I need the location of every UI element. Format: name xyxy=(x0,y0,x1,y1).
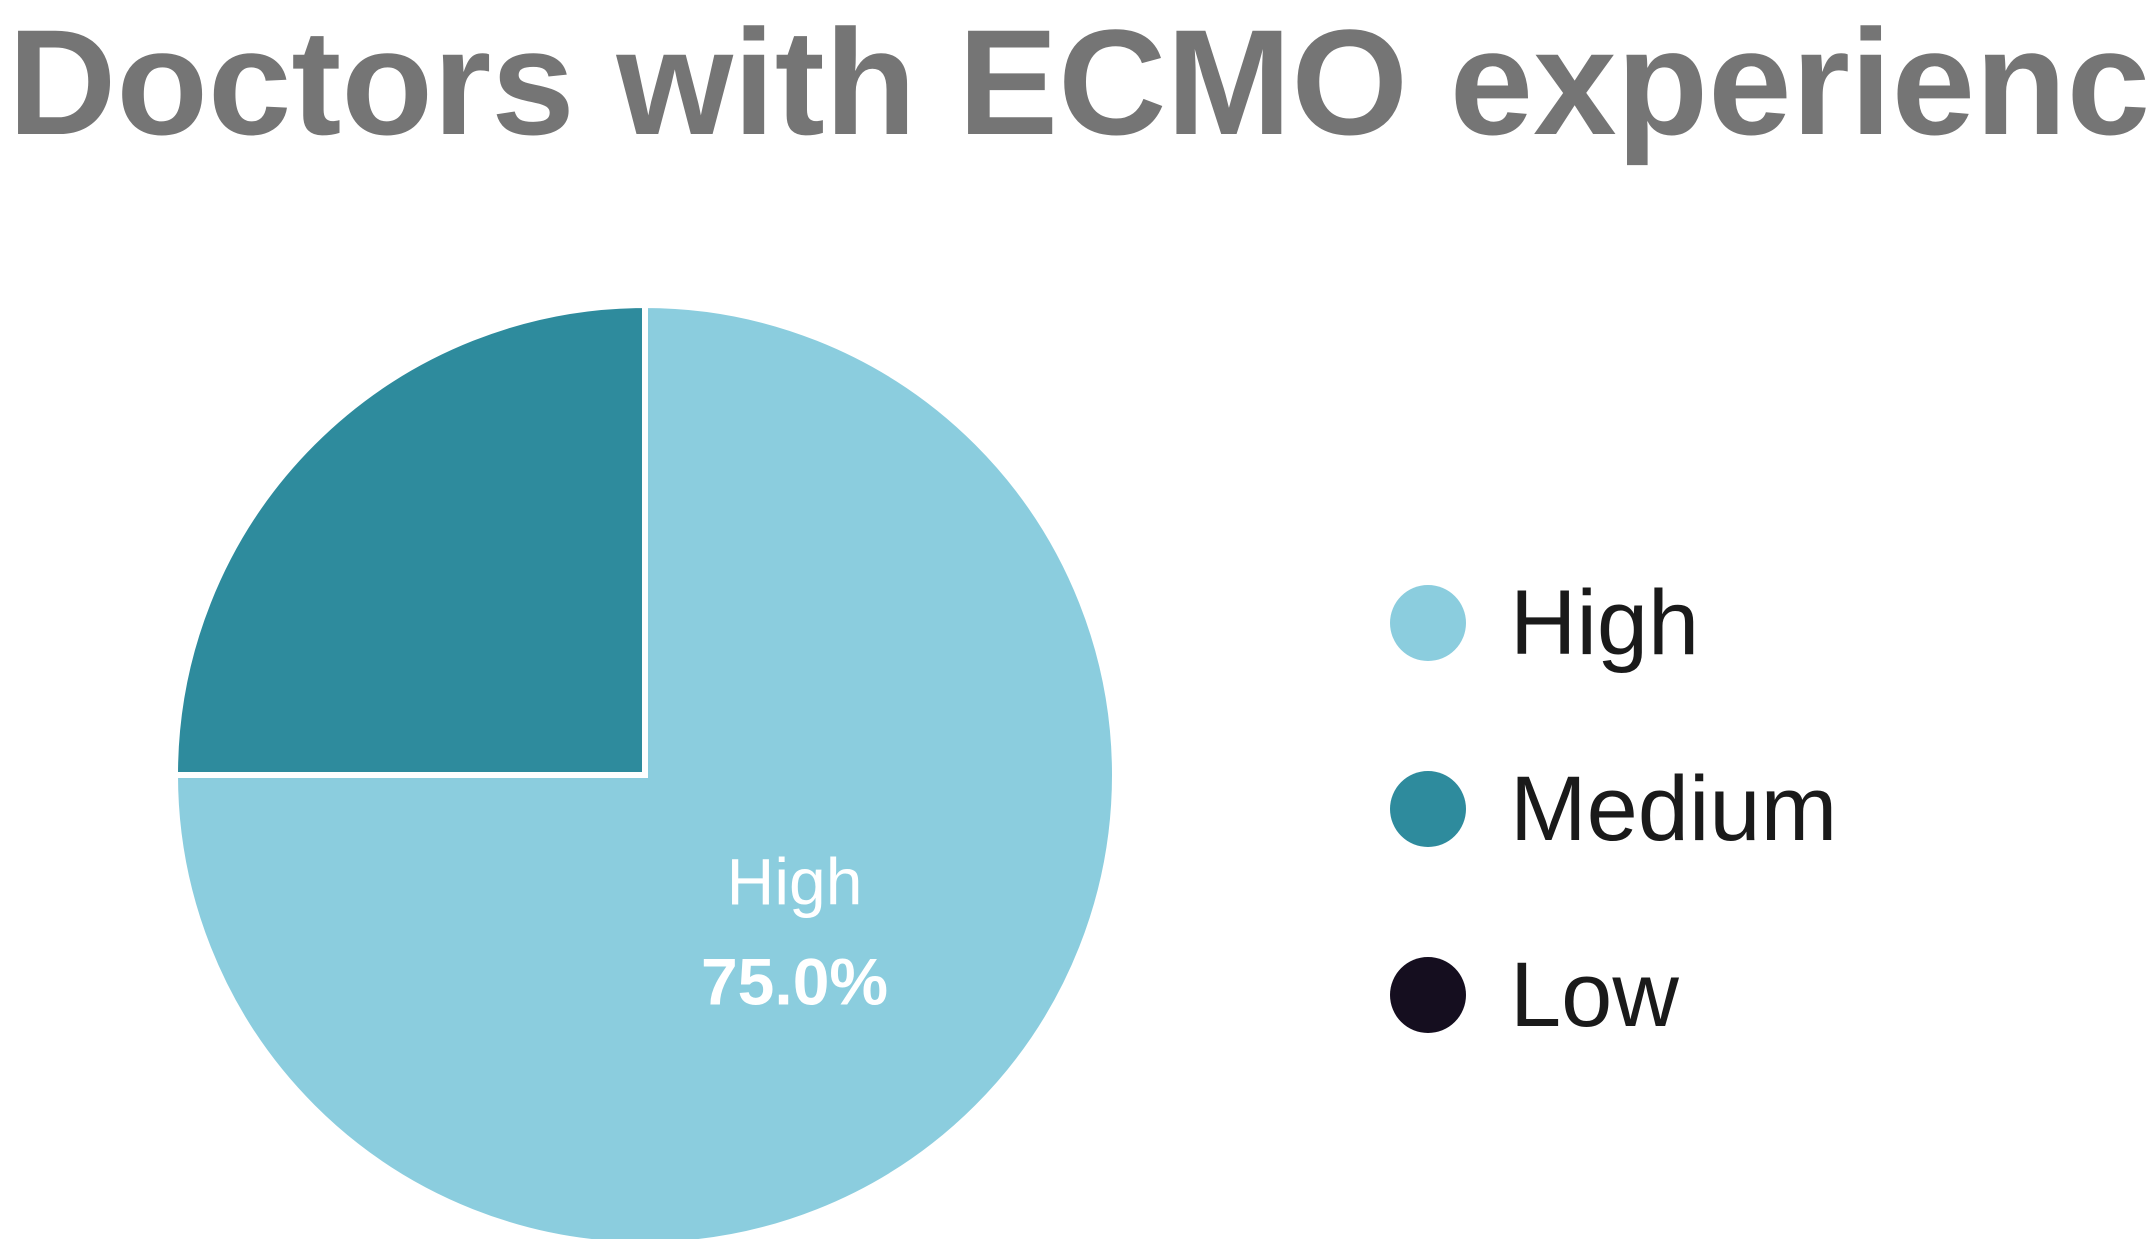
legend-item-high: High xyxy=(1390,530,1837,716)
chart-title: Doctors with ECMO experience xyxy=(8,0,2155,166)
pie-labels: High 75.0% xyxy=(701,845,888,1019)
legend-label-medium: Medium xyxy=(1510,758,1838,860)
legend-swatch-medium xyxy=(1390,771,1466,847)
legend: High Medium Low xyxy=(1390,530,1837,1088)
legend-label-low: Low xyxy=(1510,944,1679,1046)
legend-item-low: Low xyxy=(1390,902,1837,1088)
legend-swatch-low xyxy=(1390,957,1466,1033)
legend-swatch-high xyxy=(1390,585,1466,661)
pie-slices xyxy=(171,301,1118,1239)
pie-value-high: 75.0% xyxy=(701,945,888,1019)
legend-item-medium: Medium xyxy=(1390,716,1837,902)
legend-label-high: High xyxy=(1510,572,1700,674)
pie-slice-medium xyxy=(171,301,648,778)
pie-label-high: High xyxy=(727,845,863,919)
